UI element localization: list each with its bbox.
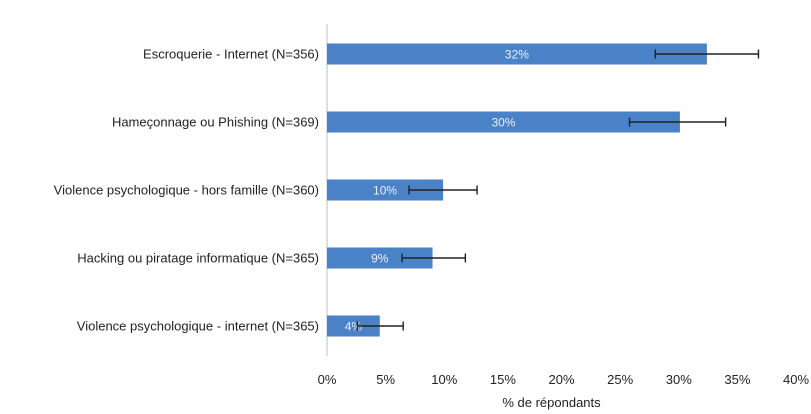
error-bar — [401, 253, 467, 263]
x-tick-label: 25% — [607, 372, 633, 387]
category-label: Escroquerie - Internet (N=356) — [143, 47, 319, 62]
category-label: Violence psychologique - internet (N=365… — [77, 319, 319, 334]
x-tick-label: 10% — [431, 372, 457, 387]
bar — [327, 247, 433, 269]
x-tick-label: 20% — [548, 372, 574, 387]
category-label: Hameçonnage ou Phishing (N=369) — [112, 115, 319, 130]
error-bar — [356, 321, 404, 331]
category-label: Hacking ou piratage informatique (N=365) — [77, 251, 319, 266]
x-axis-title: % de répondants — [502, 395, 601, 410]
bars-group: Escroquerie - Internet (N=356) 32% Hameçon… — [54, 43, 760, 337]
x-axis-ticks: 0% 5% 10% 15% 20% 25% 30% 35% 40% — [318, 372, 810, 387]
error-bar — [408, 185, 478, 195]
error-bar — [628, 117, 727, 127]
x-tick-label: 40% — [783, 372, 809, 387]
x-tick-label: 15% — [490, 372, 516, 387]
data-label: 32% — [505, 48, 529, 62]
data-label: 9% — [371, 252, 389, 266]
x-tick-label: 5% — [376, 372, 395, 387]
bar — [327, 179, 444, 201]
x-tick-label: 30% — [666, 372, 692, 387]
error-bar — [654, 49, 760, 59]
x-tick-label: 35% — [724, 372, 750, 387]
bar — [327, 111, 680, 133]
x-tick-label: 0% — [318, 372, 337, 387]
category-label: Violence psychologique - hors famille (N… — [54, 183, 319, 198]
data-label: 10% — [373, 184, 397, 198]
bar — [327, 315, 380, 337]
data-label: 30% — [491, 116, 515, 130]
bar — [327, 43, 707, 65]
